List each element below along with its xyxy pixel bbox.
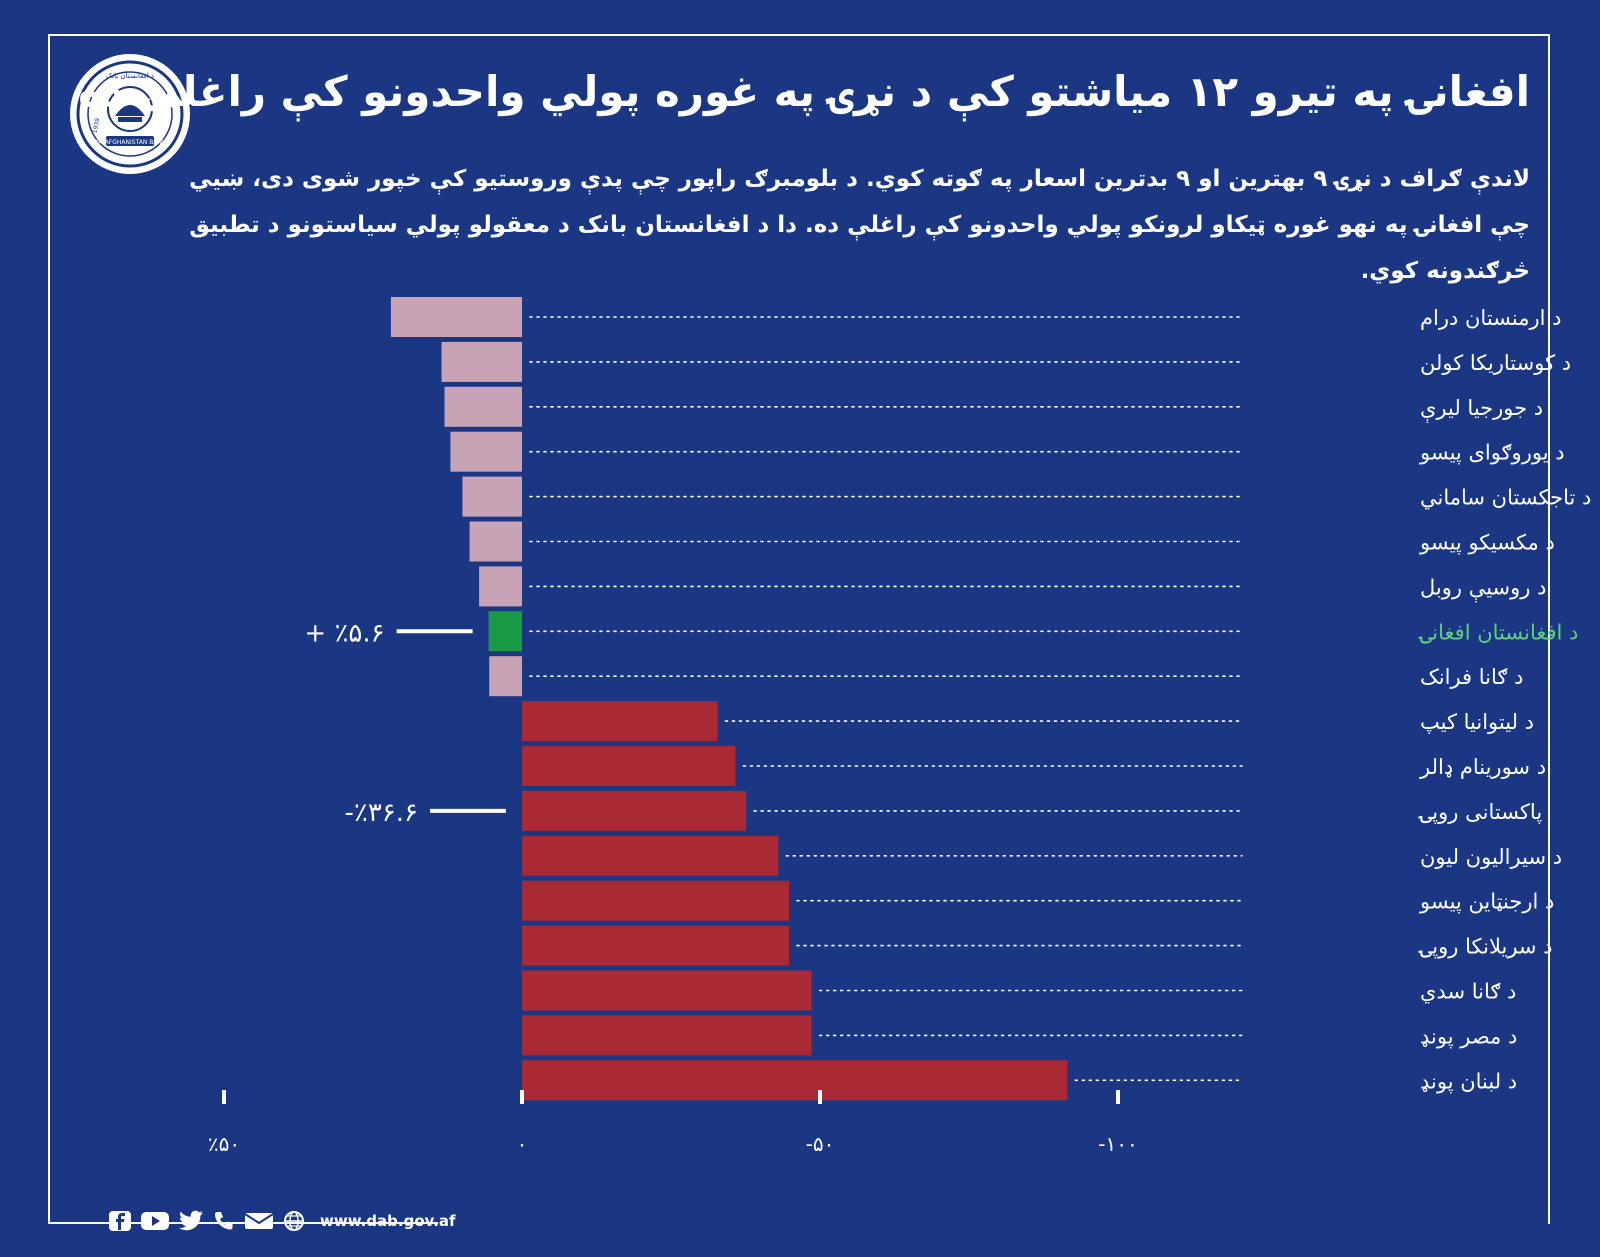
x-tick-label: ۰ (517, 1132, 528, 1156)
category-label: د جورجیا لیرې (1420, 396, 1543, 423)
bar (469, 521, 522, 562)
bar (479, 566, 522, 607)
bar (522, 880, 790, 921)
category-label: د سورینام ډالر (1419, 755, 1546, 779)
category-label: د مکسیکو پیسو (1419, 531, 1555, 555)
page-title: افغانۍ په تیرو ۱۲ میاشتو کې د نړۍ په غور… (78, 67, 1530, 116)
bar (522, 1060, 1068, 1101)
currency-bar-chart: د ارمنستان درام د کوستاریکا کولن د جورجیا … (208, 297, 1591, 1156)
category-label: د تاجکستان ساماني (1420, 486, 1591, 510)
facebook-icon[interactable] (108, 1210, 132, 1232)
footer: www.dab.gov.af (108, 1206, 456, 1236)
page-subtitle: لاندې ګراف د نړۍ ۹ بهترین او ۹ بدترین اس… (188, 166, 1530, 284)
category-label: د سریلانکا روپۍ (1418, 935, 1553, 959)
bank-seal-icon: DA AFGHANISTAN BANK د افغانستان بانک 193… (76, 60, 184, 168)
twitter-icon[interactable] (178, 1210, 204, 1232)
x-tick-label: -۱۰۰ (1098, 1132, 1137, 1156)
website-link[interactable]: www.dab.gov.af (320, 1212, 456, 1230)
logo-top-text: د افغانستان بانک (106, 72, 154, 80)
category-label: د ارجنټاین پیسو (1419, 890, 1554, 914)
logo-bottom-text: DA AFGHANISTAN BANK (94, 139, 167, 146)
x-tick-label: ٪۵۰ (208, 1132, 240, 1156)
category-label: د لبنان پونډ (1420, 1069, 1517, 1093)
category-label: د کوستاریکا کولن (1420, 351, 1571, 375)
category-label: د مصر پونډ (1420, 1024, 1517, 1048)
bar (522, 790, 747, 831)
bar (489, 656, 522, 697)
x-tick-label: -۵۰ (806, 1132, 835, 1156)
logo-year: 1939 (92, 117, 102, 133)
bar (488, 611, 522, 652)
annotation-label: + ٪۵.۶ (304, 618, 384, 648)
bar (522, 746, 736, 786)
bar (462, 476, 522, 517)
category-label: د ګانا سدي (1420, 980, 1516, 1004)
email-icon[interactable] (244, 1210, 274, 1232)
bar (444, 386, 522, 427)
bar (522, 701, 718, 742)
category-label: د ارمنستان درام (1420, 306, 1561, 330)
category-label: د افغانستان افغانۍ (1418, 620, 1578, 644)
youtube-icon[interactable] (140, 1210, 170, 1232)
bar (522, 1015, 812, 1056)
bar (522, 970, 812, 1011)
bank-logo: DA AFGHANISTAN BANK د افغانستان بانک 193… (70, 54, 190, 174)
phone-icon[interactable] (212, 1210, 236, 1232)
bar (522, 835, 779, 876)
category-label: د سیرالیون لیون (1420, 845, 1562, 869)
footer-background (438, 1205, 1548, 1235)
annotation-label: -٪۳۶.۶ (344, 798, 418, 828)
category-label: د یوروګوای پیسو (1419, 441, 1565, 465)
category-label: پاکستانی روپۍ (1418, 800, 1542, 824)
bar (522, 925, 790, 966)
bar (450, 431, 522, 472)
category-label: د روسیې روبل (1420, 575, 1546, 602)
category-label: د لیتوانیا کیپ (1420, 710, 1534, 734)
bar (390, 297, 522, 337)
category-label: د ګانا فرانک (1420, 665, 1523, 689)
globe-icon[interactable] (282, 1210, 306, 1232)
bar (441, 341, 522, 382)
